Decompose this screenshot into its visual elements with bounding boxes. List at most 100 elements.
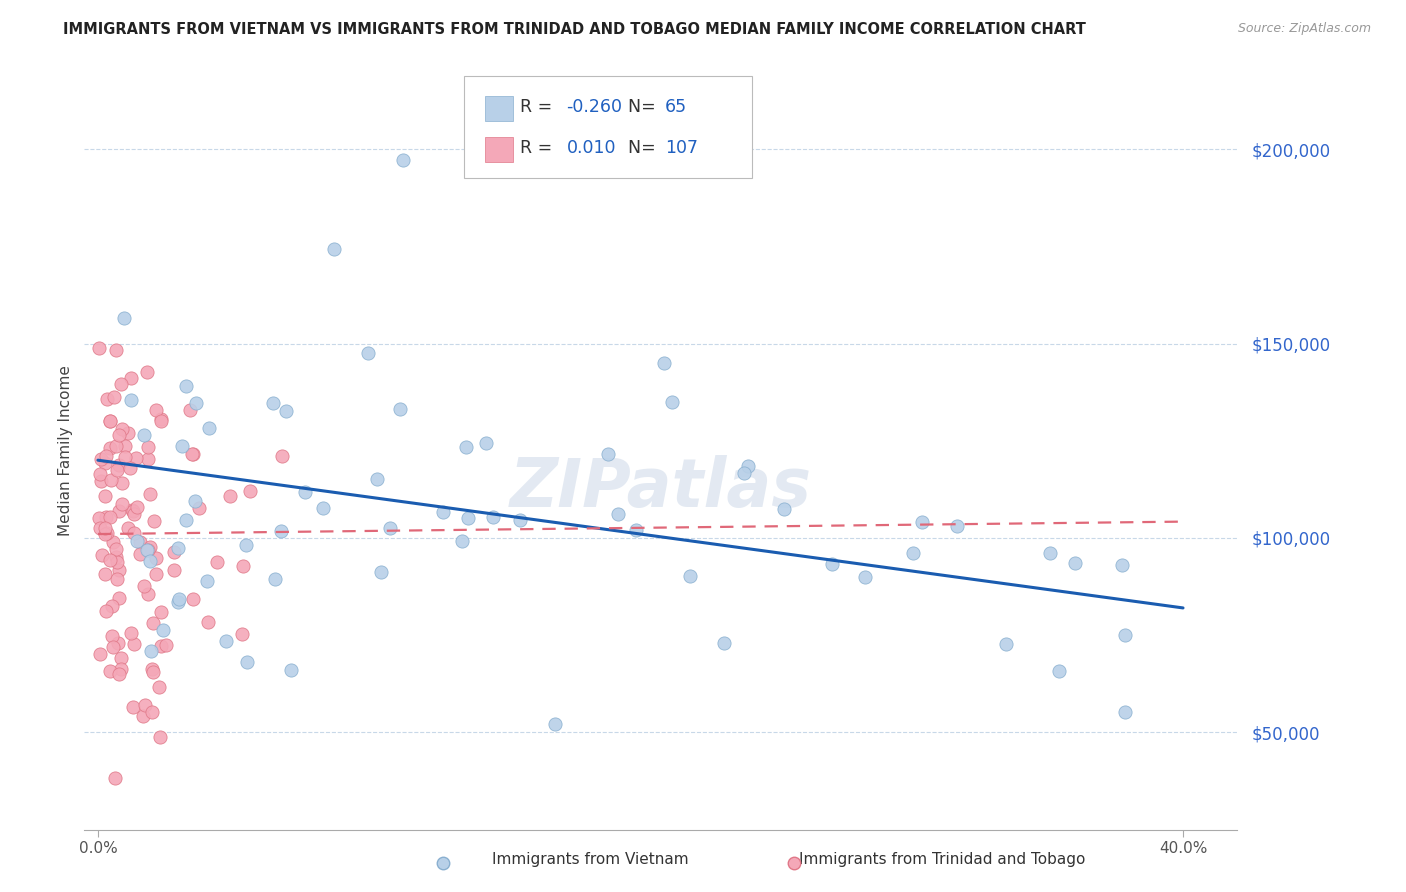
Point	[624, 523, 647, 537]
Text: 107: 107	[665, 139, 697, 157]
Point	[98, 441, 121, 455]
Point	[235, 538, 257, 552]
Point	[276, 404, 298, 418]
Point	[121, 502, 143, 516]
Point	[155, 638, 177, 652]
Point	[163, 563, 186, 577]
Point	[141, 662, 163, 676]
Point	[117, 426, 139, 441]
Point	[100, 414, 122, 428]
Y-axis label: Median Family Income: Median Family Income	[58, 365, 73, 536]
Point	[128, 547, 150, 561]
Point	[294, 485, 316, 500]
Point	[239, 483, 262, 498]
Point	[127, 500, 149, 514]
Point	[454, 441, 477, 455]
Text: IMMIGRANTS FROM VIETNAM VS IMMIGRANTS FROM TRINIDAD AND TOBAGO MEDIAN FAMILY INC: IMMIGRANTS FROM VIETNAM VS IMMIGRANTS FR…	[63, 22, 1087, 37]
Point	[1114, 705, 1136, 719]
Point	[270, 524, 292, 539]
Point	[141, 705, 163, 719]
Point	[122, 526, 145, 541]
Point	[451, 534, 474, 549]
Point	[821, 557, 844, 571]
Point	[149, 413, 172, 427]
Point	[89, 467, 111, 482]
Point	[270, 449, 292, 463]
Point	[186, 396, 208, 410]
Point	[98, 510, 121, 524]
Point	[145, 402, 167, 417]
Point	[139, 644, 162, 658]
Point	[110, 376, 132, 391]
Point	[132, 579, 155, 593]
Point	[197, 615, 219, 630]
Point	[121, 699, 143, 714]
Point	[198, 421, 221, 435]
Point	[174, 379, 197, 393]
Text: R =: R =	[520, 97, 558, 115]
Text: Source: ZipAtlas.com: Source: ZipAtlas.com	[1237, 22, 1371, 36]
Point	[188, 500, 211, 515]
Point	[544, 716, 567, 731]
Point	[111, 497, 134, 511]
Text: 0.010: 0.010	[567, 139, 616, 157]
Point	[94, 604, 117, 618]
Point	[108, 591, 131, 605]
Point	[122, 508, 145, 522]
Point	[121, 504, 143, 518]
Point	[737, 459, 759, 474]
Point	[89, 511, 111, 525]
Point	[231, 627, 253, 641]
Point	[262, 395, 284, 409]
Point	[148, 680, 170, 694]
Point	[1063, 556, 1085, 570]
Point	[135, 543, 157, 558]
Point	[389, 401, 412, 416]
Point	[167, 591, 190, 606]
Point	[1114, 628, 1136, 642]
Point	[138, 540, 160, 554]
Point	[945, 519, 967, 533]
Point	[110, 476, 132, 491]
Point	[312, 501, 335, 516]
Point	[457, 511, 479, 525]
Point	[89, 520, 111, 534]
Point	[114, 439, 136, 453]
Point	[114, 450, 136, 464]
Point	[474, 435, 496, 450]
Point	[94, 489, 117, 503]
Point	[108, 504, 131, 518]
Point	[509, 513, 531, 527]
Point	[219, 490, 242, 504]
Point	[138, 554, 160, 568]
Point	[215, 633, 238, 648]
Point	[91, 548, 114, 562]
Point	[145, 567, 167, 582]
Point	[652, 356, 675, 370]
Point	[90, 474, 112, 488]
Point	[89, 647, 111, 661]
Point	[205, 555, 228, 569]
Point	[100, 599, 122, 613]
Point	[136, 452, 159, 467]
Point	[733, 467, 755, 481]
Point	[132, 709, 155, 723]
Point	[107, 463, 129, 477]
Point	[134, 698, 156, 712]
Point	[910, 515, 932, 529]
Point	[1111, 558, 1133, 572]
Point	[142, 615, 165, 630]
Point	[606, 507, 628, 521]
Point	[139, 487, 162, 501]
Point	[323, 243, 346, 257]
Point	[598, 447, 620, 461]
Point	[94, 567, 117, 582]
Point	[183, 493, 205, 508]
Point	[125, 534, 148, 549]
Point	[124, 637, 146, 651]
Point	[100, 473, 122, 487]
Point	[197, 574, 219, 588]
Point	[98, 664, 121, 678]
Point	[366, 472, 388, 486]
Point	[118, 461, 141, 475]
